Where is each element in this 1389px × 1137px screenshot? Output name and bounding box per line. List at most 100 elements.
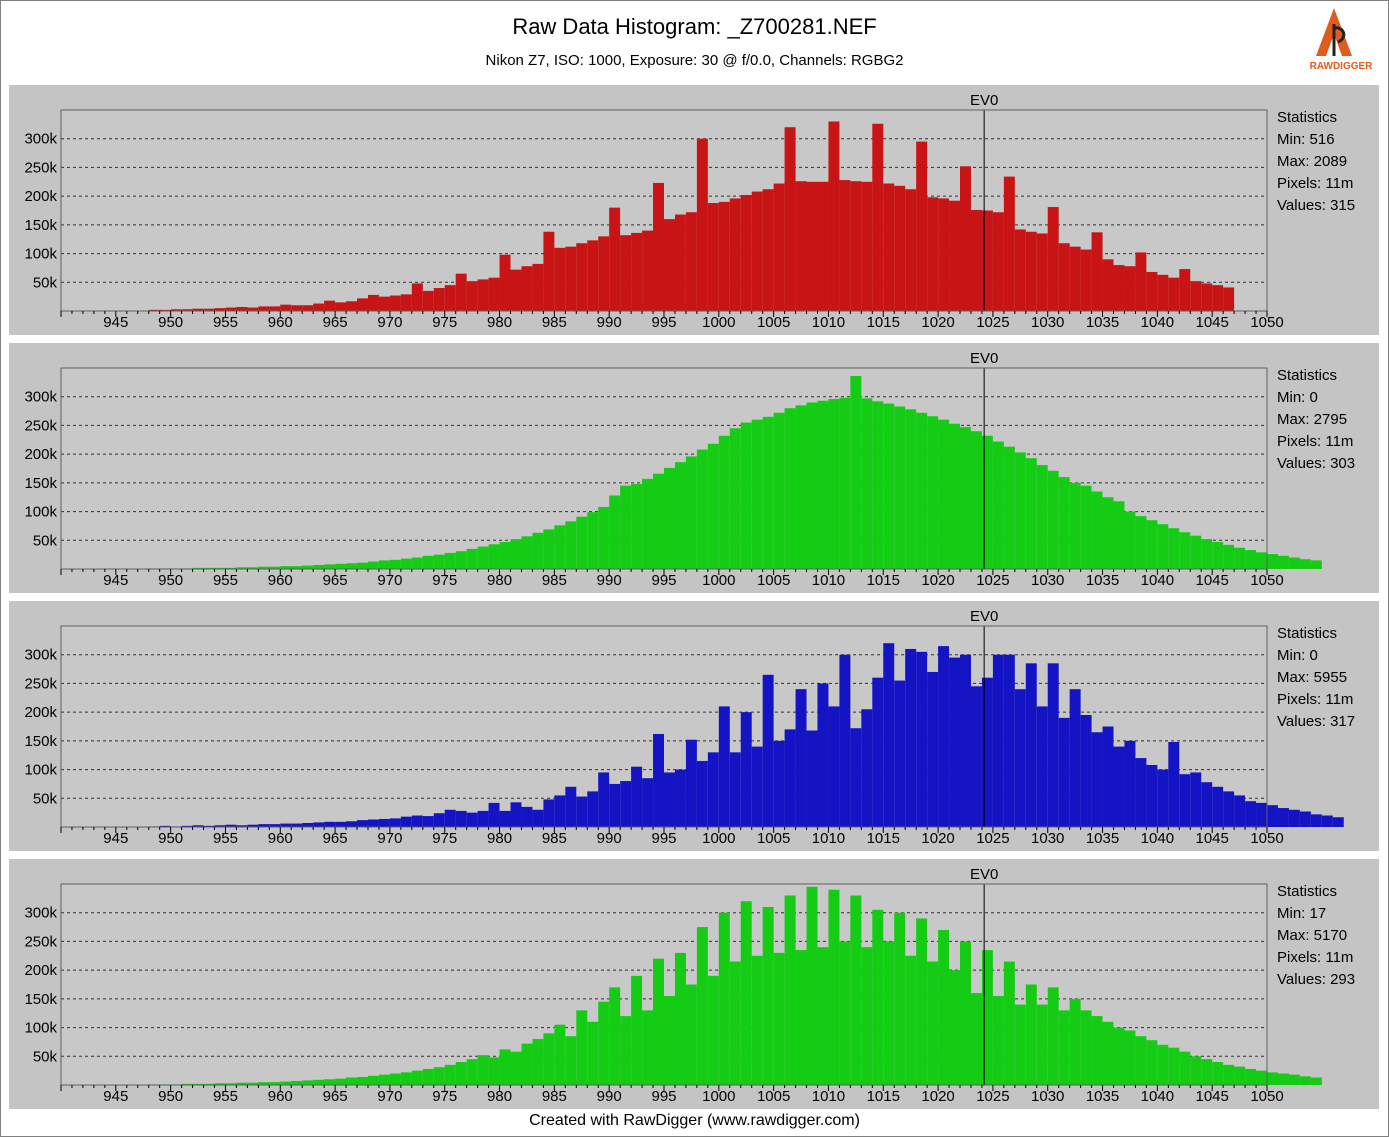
histogram-bar	[861, 181, 873, 311]
histogram-bar	[455, 810, 467, 827]
histogram-bar	[642, 230, 654, 311]
histogram-bar	[696, 449, 708, 569]
histogram-bar	[751, 419, 763, 569]
histogram-bar	[806, 886, 818, 1085]
statistics-box-g: Statistics Min: 0 Max: 2795 Pixels: 11m …	[1277, 365, 1377, 475]
x-tick-label: 1005	[757, 830, 790, 847]
histogram-bar	[949, 423, 961, 569]
histogram-bar	[192, 825, 204, 827]
histogram-bar	[543, 529, 555, 569]
histogram-bar	[883, 941, 895, 1085]
x-tick-label: 1020	[921, 1088, 954, 1105]
stats-values: Values: 317	[1277, 713, 1356, 730]
histogram-bar	[631, 484, 643, 569]
x-tick-label: 995	[651, 1088, 676, 1105]
histogram-bar	[1069, 998, 1081, 1085]
histogram-bar	[620, 235, 632, 311]
histogram-bar	[817, 400, 829, 569]
histogram-bar	[466, 548, 478, 569]
histogram-bar	[1212, 786, 1224, 827]
y-tick-label: 250k	[24, 159, 57, 176]
histogram-bar	[411, 1070, 423, 1085]
histogram-bar	[916, 918, 928, 1085]
histogram-bar	[1212, 285, 1224, 311]
footer-credit: Created with RawDigger (www.rawdigger.co…	[529, 1112, 860, 1129]
histogram-bar	[510, 802, 522, 827]
histogram-bar	[335, 563, 347, 569]
histogram-bar	[850, 376, 862, 569]
histogram-bar	[1113, 501, 1125, 569]
histogram-bar	[1310, 1077, 1322, 1085]
ev0-marker-label: EV0	[970, 350, 998, 367]
histogram-bar	[499, 254, 511, 311]
histogram-bar	[367, 294, 379, 311]
histogram-bar	[718, 435, 730, 569]
histogram-bar	[324, 1079, 336, 1085]
histogram-bar	[883, 183, 895, 311]
histogram-bar	[685, 212, 697, 311]
histogram-bar	[565, 521, 577, 569]
histogram-bar	[1080, 1010, 1092, 1085]
histogram-bar	[609, 987, 621, 1085]
histogram-bar	[1223, 544, 1235, 569]
histogram-bar	[521, 266, 533, 311]
x-tick-label: 1050	[1250, 572, 1283, 589]
histogram-bar	[335, 1078, 347, 1085]
x-tick-label: 1000	[702, 572, 735, 589]
histogram-bar	[378, 296, 390, 311]
histogram-bar	[488, 277, 500, 311]
x-tick-label: 945	[103, 830, 128, 847]
histogram-bar	[1080, 249, 1092, 311]
stats-values: Values: 315	[1277, 197, 1356, 214]
histogram-bar	[554, 525, 566, 569]
histogram-bar	[1091, 232, 1103, 311]
histogram-bar	[740, 194, 752, 311]
histogram-bar	[1332, 817, 1344, 827]
y-tick-label: 250k	[24, 675, 57, 692]
histogram-bar	[1157, 1044, 1169, 1085]
x-tick-label: 1020	[921, 572, 954, 589]
histogram-bar	[938, 929, 950, 1085]
histogram-bar	[949, 970, 961, 1085]
y-tick-label: 150k	[24, 733, 57, 750]
histogram-bar	[269, 306, 281, 311]
x-tick-label: 990	[597, 572, 622, 589]
x-tick-label: 960	[268, 572, 293, 589]
logo-text-background	[1308, 58, 1374, 72]
y-tick-label: 50k	[33, 274, 58, 291]
histogram-bar	[620, 485, 632, 569]
histogram-bar	[685, 984, 697, 1085]
histogram-bar	[1113, 1027, 1125, 1085]
logo-text: RAWDIGGER	[1310, 61, 1374, 72]
histogram-bar	[653, 182, 664, 311]
histogram-bar	[1299, 811, 1311, 827]
histogram-bar	[1003, 446, 1015, 569]
histogram-bar	[664, 219, 675, 311]
histogram-bar	[532, 1039, 544, 1085]
histogram-bar	[236, 306, 248, 311]
x-tick-label: 1020	[921, 830, 954, 847]
x-tick-label: 1010	[812, 572, 845, 589]
histogram-bar	[1299, 559, 1311, 569]
histogram-bar	[861, 947, 873, 1085]
histogram-bar	[554, 247, 566, 311]
x-tick-label: 1045	[1195, 314, 1228, 331]
histogram-bar	[400, 1072, 412, 1085]
stats-min: Min: 0	[1277, 389, 1318, 406]
histogram-bar	[850, 895, 862, 1085]
x-tick-label: 960	[268, 1088, 293, 1105]
histogram-bar	[1003, 654, 1015, 827]
histogram-bar	[576, 516, 588, 569]
histogram-bar	[148, 309, 160, 311]
x-tick-label: 1040	[1141, 314, 1174, 331]
histogram-bar	[1069, 246, 1081, 311]
y-tick-label: 300k	[24, 905, 57, 922]
histogram-bar	[181, 1083, 193, 1085]
histogram-bar	[280, 566, 292, 569]
histogram-bar	[389, 559, 401, 569]
histogram-bar	[718, 201, 730, 311]
histogram-bar	[1245, 801, 1257, 827]
x-tick-label: 1035	[1086, 1088, 1119, 1105]
histogram-bar	[433, 288, 445, 311]
histogram-bar	[751, 955, 763, 1085]
